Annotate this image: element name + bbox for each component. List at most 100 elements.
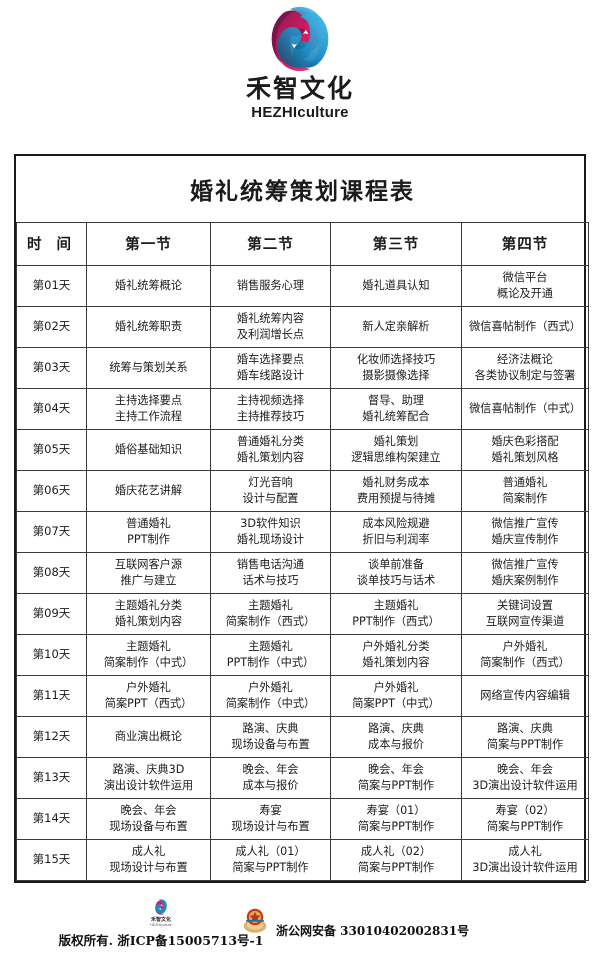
cell-period-3-day-3: 化妆师选择技巧 摄影摄像选择 — [330, 346, 462, 389]
cell-period-2-day-9: 主题婚礼 简案制作（西式） — [210, 592, 331, 635]
cell-day-2: 第02天 — [16, 305, 87, 348]
course-schedule-table: 婚礼统筹策划课程表 时 间 第一节 第二节 第三节 第四节 第01天 婚礼统筹概论… — [16, 156, 590, 881]
table-row: 第04天 主持选择要点 主持工作流程 主持视频选择 主持推荐技巧 督导、助理 婚礼统筹配合微… — [16, 387, 590, 430]
cell-day-11: 第11天 — [16, 674, 87, 717]
table-row: 第11天 户外婚礼 简案PPT（西式） 户外婚礼 简案制作（中式） 户外婚礼 简案PPT（中… — [16, 674, 590, 717]
cell-period-1-day-12: 商业演出概论 — [86, 715, 211, 758]
police-emblem-icon — [240, 905, 270, 935]
table-row: 第01天 婚礼统筹概论 销售服务心理 婚礼道具认知 微信平台 概论及开通 — [16, 264, 590, 307]
cell-day-14: 第14天 — [16, 797, 87, 840]
table-title-row: 婚礼统筹策划课程表 — [16, 156, 589, 223]
table-row: 第12天 商业演出概论 路演、庆典 现场设备与布置 路演、庆典 成本与报价 路演、庆典 简案与… — [16, 715, 590, 758]
cell-period-2-day-13: 晚会、年会 成本与报价 — [210, 756, 331, 799]
cell-period-1-day-11: 户外婚礼 简案PPT（西式） — [86, 674, 211, 717]
cell-period-4-day-10: 户外婚礼 简案制作（西式） — [460, 633, 590, 676]
cell-period-1-day-7: 普通婚礼 PPT制作 — [86, 510, 211, 553]
column-header-time: 时 间 — [16, 221, 87, 266]
cell-period-3-day-14: 寿宴（01） 简案与PPT制作 — [330, 797, 462, 840]
cell-period-2-day-11: 户外婚礼 简案制作（中式） — [210, 674, 331, 717]
cell-day-3: 第03天 — [16, 346, 87, 389]
cell-period-1-day-14: 晚会、年会 现场设备与布置 — [86, 797, 211, 840]
gov-record-text: 浙公网安备 33010402002831号 — [276, 924, 470, 938]
cell-period-1-day-4: 主持选择要点 主持工作流程 — [86, 387, 211, 430]
footer-gov-record-block: 浙公网安备 33010402002831号 — [240, 900, 469, 939]
schedule-table-container: 婚礼统筹策划课程表 时 间 第一节 第二节 第三节 第四节 第01天 婚礼统筹概论… — [14, 154, 590, 883]
cell-period-1-day-2: 婚礼统筹职责 — [86, 305, 211, 348]
cell-day-12: 第12天 — [16, 715, 87, 758]
cell-period-4-day-15: 成人礼 3D演出设计软件运用 — [460, 838, 590, 881]
cell-period-1-day-8: 互联网客户源 推广与建立 — [86, 551, 211, 594]
cell-day-13: 第13天 — [16, 756, 87, 799]
cell-period-2-day-1: 销售服务心理 — [210, 264, 331, 307]
cell-period-2-day-4: 主持视频选择 主持推荐技巧 — [210, 387, 331, 430]
cell-day-8: 第08天 — [16, 551, 87, 594]
footer-brand-name-cn: 禾智文化 — [150, 917, 171, 923]
cell-day-9: 第09天 — [16, 592, 87, 635]
table-row: 第14天 晚会、年会 现场设备与布置 寿宴 现场设计与布置 寿宴（01） 简案与PPT制作寿… — [16, 797, 590, 840]
cell-period-3-day-5: 婚礼策划 逻辑思维构架建立 — [330, 428, 462, 471]
cell-day-10: 第10天 — [16, 633, 87, 676]
cell-period-1-day-6: 婚庆花艺讲解 — [86, 469, 211, 512]
cell-period-4-day-3: 经济法概论 各类协议制定与签署 — [460, 346, 590, 389]
cell-period-1-day-15: 成人礼 现场设计与布置 — [86, 838, 211, 881]
cell-period-4-day-6: 普通婚礼 简案制作 — [460, 469, 590, 512]
cell-day-15: 第15天 — [16, 838, 87, 881]
cell-period-3-day-4: 督导、助理 婚礼统筹配合 — [330, 387, 462, 430]
cell-period-2-day-6: 灯光音响 设计与配置 — [210, 469, 331, 512]
cell-period-1-day-1: 婚礼统筹概论 — [86, 264, 211, 307]
cell-period-1-day-5: 婚俗基础知识 — [86, 428, 211, 471]
brand-name-cn: 禾智文化 — [245, 74, 354, 103]
brand-header: 禾智文化 HEZHIculture — [0, 0, 600, 140]
cell-day-5: 第05天 — [16, 428, 87, 471]
cell-period-4-day-1: 微信平台 概论及开通 — [460, 264, 590, 307]
footer-copyright-block: 禾智文化 HEZHIculture 版权所有. 浙ICP备15005713号-1 — [36, 896, 286, 949]
cell-period-2-day-14: 寿宴 现场设计与布置 — [210, 797, 331, 840]
cell-period-2-day-2: 婚礼统筹内容 及利润增长点 — [210, 305, 331, 348]
column-header-period-3: 第三节 — [330, 221, 462, 266]
cell-period-3-day-7: 成本风险规避 折旧与利润率 — [330, 510, 462, 553]
table-row: 第02天 婚礼统筹职责 婚礼统筹内容 及利润增长点 新人定亲解析 微信喜帖制作（西式） — [16, 305, 590, 348]
table-row: 第05天 婚俗基础知识 普通婚礼分类 婚礼策划内容 婚礼策划 逻辑思维构架建立 婚庆色彩搭配… — [16, 428, 590, 471]
cell-period-4-day-4: 微信喜帖制作（中式） — [460, 387, 590, 430]
table-row: 第07天 普通婚礼 PPT制作 3D软件知识 婚礼现场设计 成本风险规避 折旧与利润率 微信推… — [16, 510, 590, 553]
cell-period-2-day-12: 路演、庆典 现场设备与布置 — [210, 715, 331, 758]
cell-period-3-day-12: 路演、庆典 成本与报价 — [330, 715, 462, 758]
cell-day-4: 第04天 — [16, 387, 87, 430]
cell-period-4-day-8: 微信推广宣传 婚庆案例制作 — [460, 551, 590, 594]
page-footer: 禾智文化 HEZHIculture 版权所有. 浙ICP备15005713号-1… — [0, 892, 600, 972]
cell-period-4-day-9: 关键词设置 互联网宣传渠道 — [460, 592, 590, 635]
column-header-period-4: 第四节 — [460, 221, 590, 266]
copyright-text: 版权所有. 浙ICP备15005713号-1 — [58, 933, 264, 949]
cell-period-4-day-13: 晚会、年会 3D演出设计软件运用 — [460, 756, 590, 799]
cell-period-2-day-5: 普通婚礼分类 婚礼策划内容 — [210, 428, 331, 471]
cell-period-3-day-15: 成人礼（02） 简案与PPT制作 — [330, 838, 462, 881]
cell-period-3-day-10: 户外婚礼分类 婚礼策划内容 — [330, 633, 462, 676]
table-row: 第03天 统筹与策划关系 婚车选择要点 婚车线路设计 化妆师选择技巧 摄影摄像选择 经济法概… — [16, 346, 590, 389]
table-row: 第06天 婚庆花艺讲解 灯光音响 设计与配置 婚礼财务成本 费用预提与待摊 普通婚礼 简案制作 — [16, 469, 590, 512]
cell-period-3-day-2: 新人定亲解析 — [330, 305, 462, 348]
cell-period-2-day-7: 3D软件知识 婚礼现场设计 — [210, 510, 331, 553]
table-row: 第10天 主题婚礼 简案制作（中式） 主题婚礼 PPT制作（中式） 户外婚礼分类 婚礼策划内… — [16, 633, 590, 676]
page-title: 婚礼统筹策划课程表 — [16, 156, 589, 223]
table-body: 第01天 婚礼统筹概论 销售服务心理 婚礼道具认知 微信平台 概论及开通 第02天 婚礼统筹职… — [16, 264, 590, 881]
table-row: 第08天 互联网客户源 推广与建立 销售电话沟通 话术与技巧 谈单前准备 谈单技巧与话术 微信… — [16, 551, 590, 594]
cell-period-3-day-8: 谈单前准备 谈单技巧与话术 — [330, 551, 462, 594]
cell-period-2-day-15: 成人礼（01） 简案与PPT制作 — [210, 838, 331, 881]
cell-period-4-day-12: 路演、庆典 简案与PPT制作 — [460, 715, 590, 758]
table-row: 第15天 成人礼 现场设计与布置 成人礼（01） 简案与PPT制作 成人礼（02） 简案与P… — [16, 838, 590, 881]
cell-day-7: 第07天 — [16, 510, 87, 553]
cell-period-3-day-6: 婚礼财务成本 费用预提与待摊 — [330, 469, 462, 512]
cell-period-1-day-10: 主题婚礼 简案制作（中式） — [86, 633, 211, 676]
hezhi-swirl-logo-icon — [254, 6, 346, 72]
cell-period-4-day-11: 网络宣传内容编辑 — [460, 674, 590, 717]
table-row: 第13天 路演、庆典3D 演出设计软件运用 晚会、年会 成本与报价 晚会、年会 简案与PPT… — [16, 756, 590, 799]
cell-period-4-day-7: 微信推广宣传 婚庆宣传制作 — [460, 510, 590, 553]
column-header-period-2: 第二节 — [210, 221, 331, 266]
cell-period-4-day-2: 微信喜帖制作（西式） — [460, 305, 590, 348]
table-header-row: 时 间 第一节 第二节 第三节 第四节 — [16, 221, 590, 266]
cell-day-1: 第01天 — [16, 264, 87, 307]
cell-period-2-day-8: 销售电话沟通 话术与技巧 — [210, 551, 331, 594]
cell-period-3-day-13: 晚会、年会 简案与PPT制作 — [330, 756, 462, 799]
footer-brand-name-en: HEZHIculture — [150, 922, 172, 927]
